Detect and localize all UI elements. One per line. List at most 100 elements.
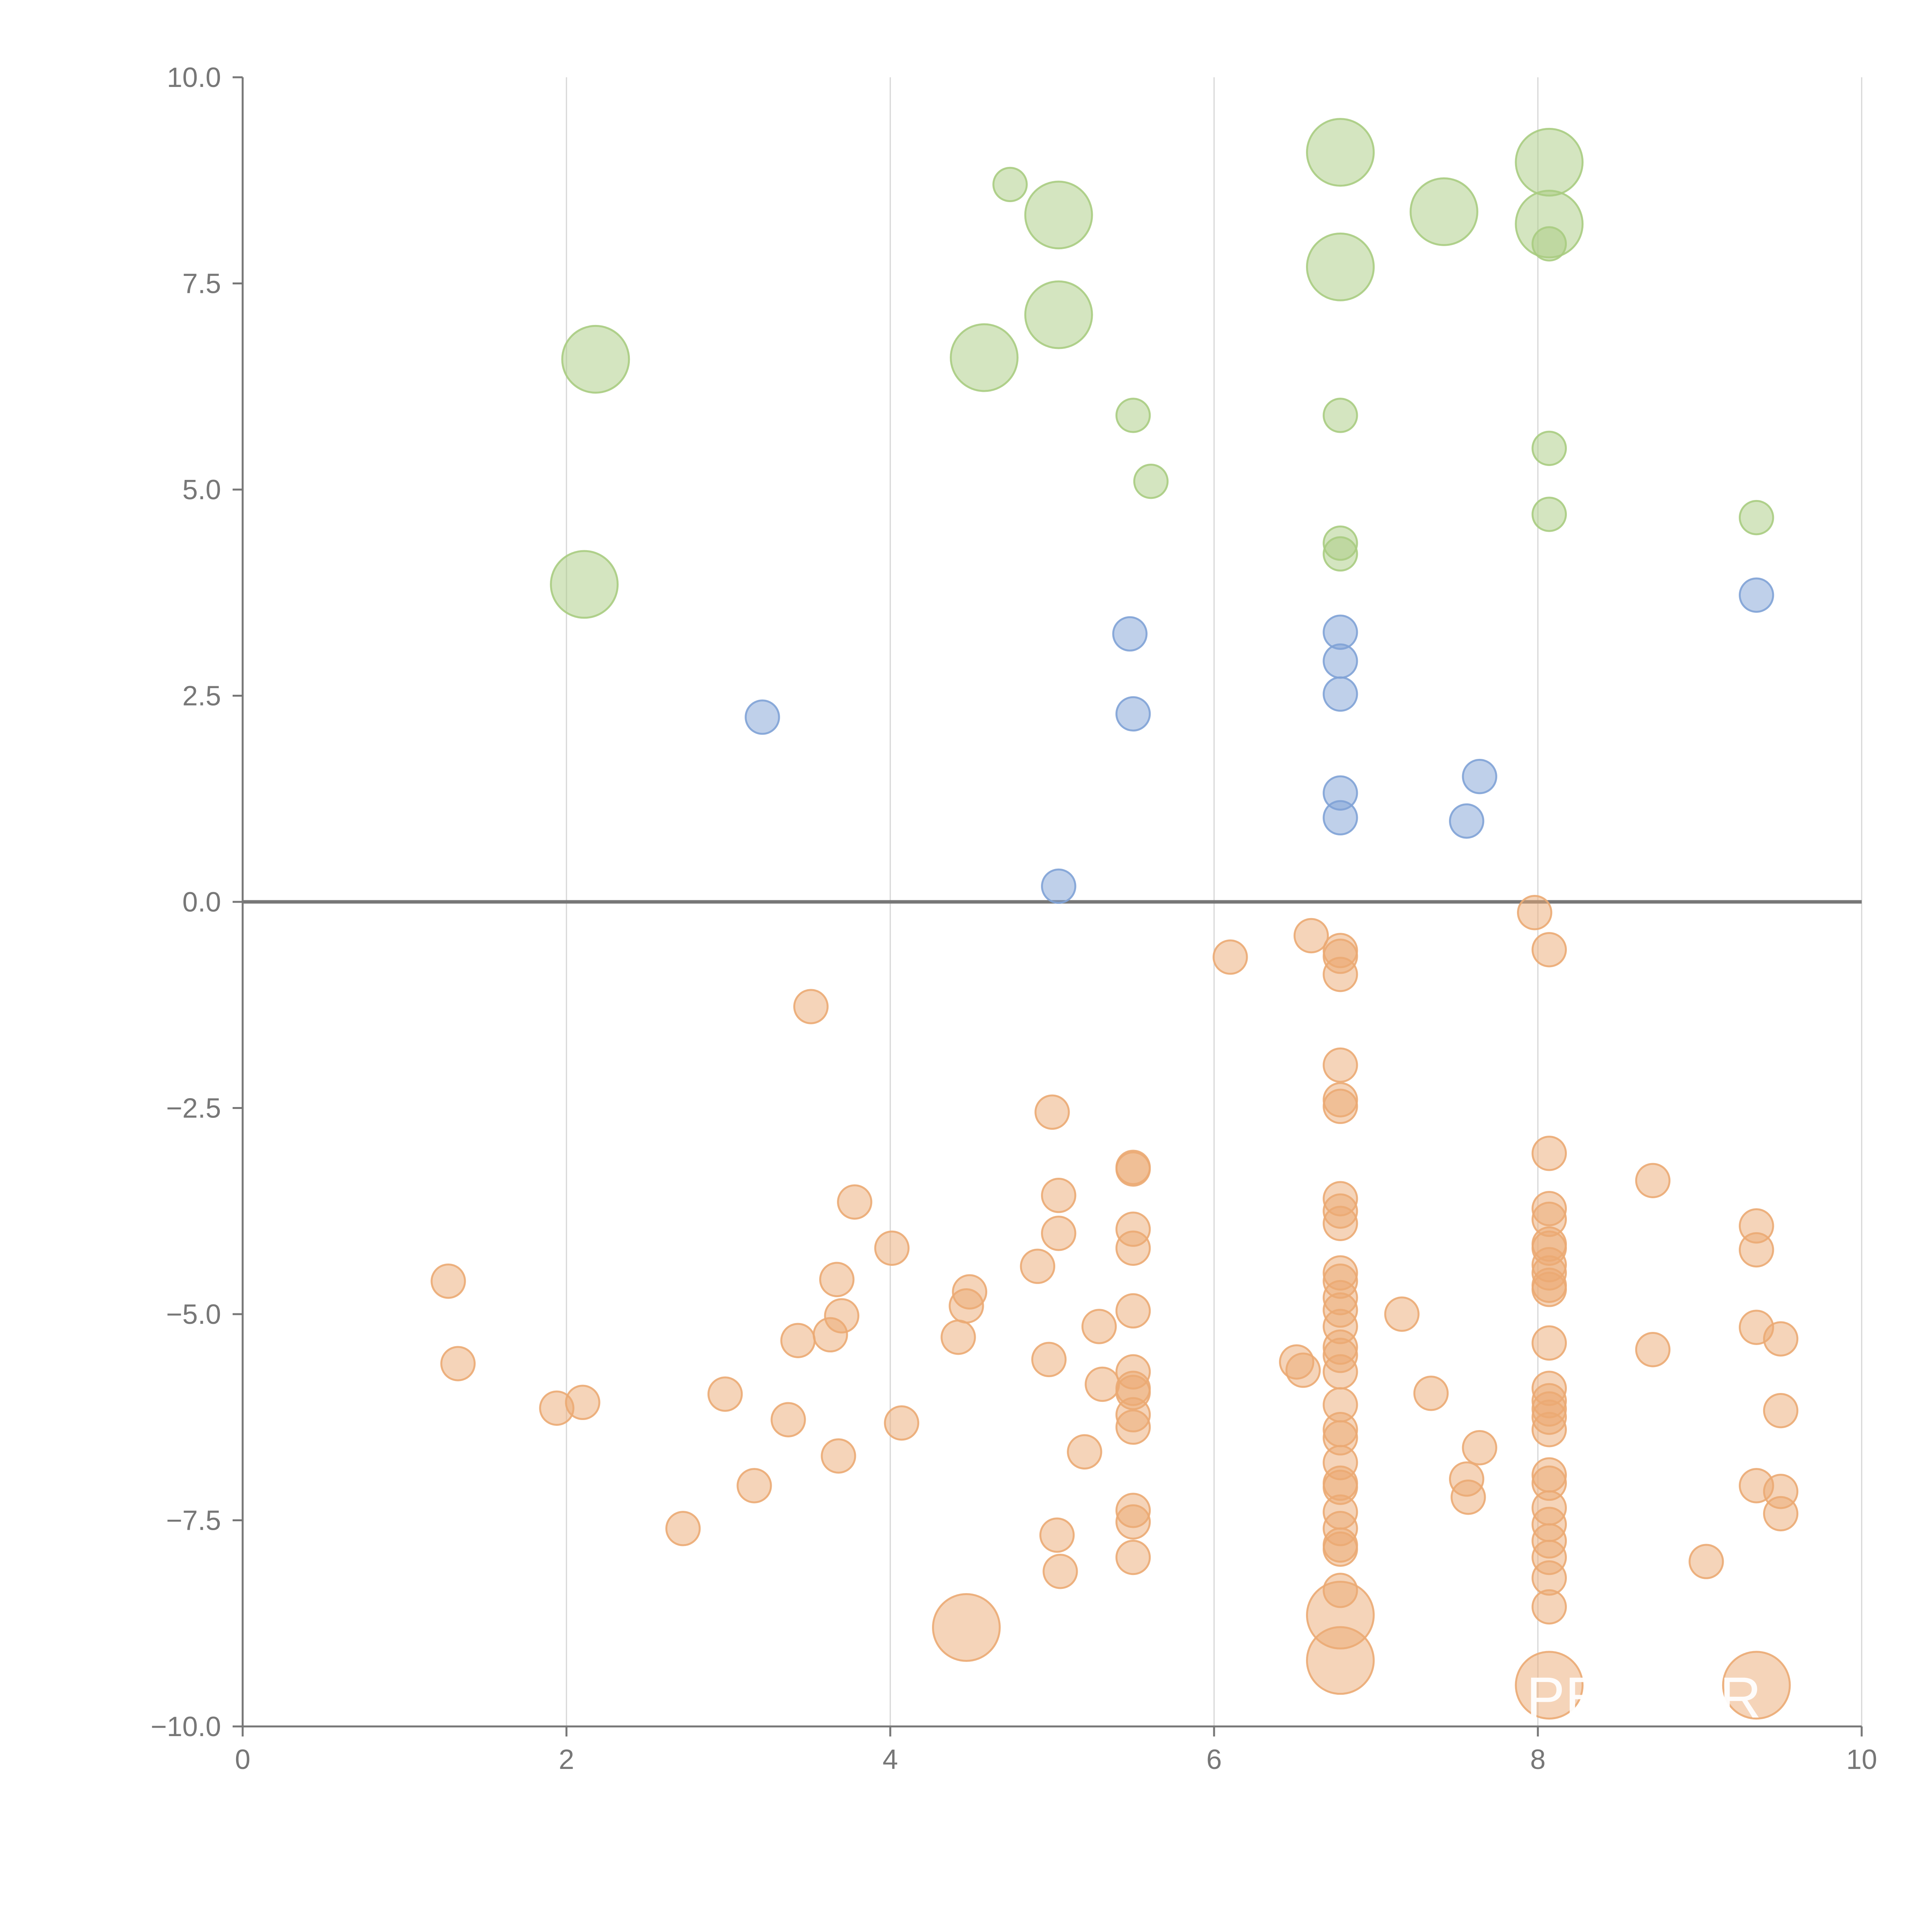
x-tick-label: 10 bbox=[1846, 1744, 1877, 1775]
green-point bbox=[1024, 280, 1093, 349]
blue-point bbox=[1323, 676, 1358, 712]
orange-point bbox=[565, 1384, 600, 1420]
green-point bbox=[1024, 180, 1093, 250]
orange-point bbox=[1081, 1309, 1117, 1344]
orange-point bbox=[1034, 1094, 1070, 1130]
green-point bbox=[1306, 118, 1375, 187]
green-point bbox=[950, 323, 1019, 392]
orange-point bbox=[940, 1320, 976, 1355]
blue-point bbox=[1738, 577, 1774, 613]
orange-point bbox=[884, 1405, 920, 1441]
orange-point bbox=[1323, 1047, 1358, 1083]
y-tick-label: 5.0 bbox=[182, 474, 221, 505]
orange-point bbox=[1043, 1554, 1078, 1589]
orange-point bbox=[1531, 1412, 1567, 1447]
watermark-text: PEPPER bbox=[1526, 1665, 1762, 1730]
y-tick-label: 10.0 bbox=[167, 62, 221, 93]
x-tick-label: 8 bbox=[1530, 1744, 1546, 1775]
orange-point bbox=[1115, 1150, 1151, 1185]
orange-point bbox=[874, 1230, 910, 1266]
orange-point bbox=[1115, 1230, 1151, 1266]
orange-point bbox=[1085, 1366, 1120, 1402]
green-point bbox=[1115, 398, 1151, 433]
orange-point bbox=[1531, 1136, 1567, 1171]
orange-point bbox=[1306, 1626, 1375, 1695]
orange-point bbox=[1115, 1504, 1151, 1540]
green-point bbox=[1133, 463, 1169, 499]
y-tick-label: 7.5 bbox=[182, 269, 221, 299]
orange-point bbox=[1323, 957, 1358, 992]
orange-point bbox=[1531, 1589, 1567, 1625]
orange-point bbox=[1738, 1232, 1774, 1268]
orange-point bbox=[1323, 1354, 1358, 1390]
orange-point bbox=[665, 1511, 701, 1546]
orange-point bbox=[1763, 1496, 1799, 1532]
tick-labels: 0 2 4 6 8 10 10.0 7.5 5.0 2.5 0.0 −2.5 −5.0 −7.5 −10.0 bbox=[151, 62, 1877, 1775]
orange-point bbox=[819, 1262, 855, 1298]
orange-point bbox=[1635, 1163, 1671, 1198]
green-point bbox=[1531, 430, 1567, 466]
green-point bbox=[1410, 177, 1478, 246]
green-point bbox=[1323, 536, 1358, 572]
blue-point bbox=[1462, 759, 1497, 794]
orange-point bbox=[1515, 1651, 1584, 1720]
orange-point bbox=[1722, 1651, 1791, 1720]
orange-point bbox=[1531, 1272, 1567, 1307]
green-point bbox=[550, 550, 619, 619]
orange-point bbox=[1041, 1216, 1077, 1251]
orange-point bbox=[1635, 1332, 1671, 1367]
green-point bbox=[992, 167, 1028, 202]
blue-point bbox=[1115, 696, 1151, 732]
orange-point bbox=[932, 1593, 1001, 1662]
orange-point bbox=[736, 1468, 772, 1503]
orange-point bbox=[1763, 1393, 1799, 1429]
orange-point bbox=[1039, 1517, 1075, 1553]
green-point bbox=[1323, 398, 1358, 433]
orange-point bbox=[1285, 1352, 1321, 1388]
orange-point bbox=[1531, 1325, 1567, 1361]
orange-point bbox=[1517, 895, 1553, 930]
green-point bbox=[1738, 500, 1774, 536]
orange-point bbox=[1213, 939, 1248, 975]
green-point bbox=[1515, 128, 1584, 197]
orange-point bbox=[1689, 1544, 1724, 1579]
orange-point bbox=[1323, 1088, 1358, 1124]
orange-point bbox=[821, 1438, 856, 1474]
blue-point bbox=[1323, 643, 1358, 679]
orange-point bbox=[1020, 1248, 1055, 1284]
orange-point bbox=[440, 1346, 476, 1381]
orange-point bbox=[824, 1298, 860, 1333]
orange-point bbox=[1041, 1178, 1077, 1213]
orange-point bbox=[1115, 1539, 1151, 1575]
x-tick-label: 4 bbox=[883, 1744, 898, 1775]
blue-point bbox=[745, 699, 780, 735]
orange-point bbox=[1451, 1480, 1486, 1515]
orange-point bbox=[1293, 918, 1329, 954]
y-tick-label: 2.5 bbox=[182, 681, 221, 712]
y-tick-label: −7.5 bbox=[166, 1505, 221, 1536]
x-tick-label: 6 bbox=[1206, 1744, 1222, 1775]
blue-point bbox=[1323, 800, 1358, 836]
y-tick-label: −10.0 bbox=[151, 1711, 221, 1742]
orange-point bbox=[770, 1402, 806, 1437]
x-tick-label: 2 bbox=[559, 1744, 574, 1775]
orange-point bbox=[1384, 1296, 1420, 1332]
orange-point bbox=[1115, 1293, 1151, 1329]
blue-point bbox=[1041, 868, 1077, 904]
green-point bbox=[1306, 232, 1375, 301]
orange-point bbox=[793, 989, 829, 1024]
y-tick-label: 0.0 bbox=[182, 887, 221, 918]
green-point bbox=[1531, 497, 1567, 532]
orange-point bbox=[1413, 1376, 1449, 1411]
blue-point bbox=[1112, 616, 1148, 652]
orange-point bbox=[430, 1263, 466, 1299]
orange-point bbox=[1323, 1206, 1358, 1241]
orange-point bbox=[1763, 1321, 1799, 1357]
orange-point bbox=[952, 1274, 988, 1310]
orange-point bbox=[1031, 1342, 1067, 1378]
y-tick-label: −5.0 bbox=[166, 1299, 221, 1330]
green-point bbox=[1531, 226, 1567, 262]
y-tick-label: −2.5 bbox=[166, 1093, 221, 1124]
orange-point bbox=[707, 1376, 743, 1412]
